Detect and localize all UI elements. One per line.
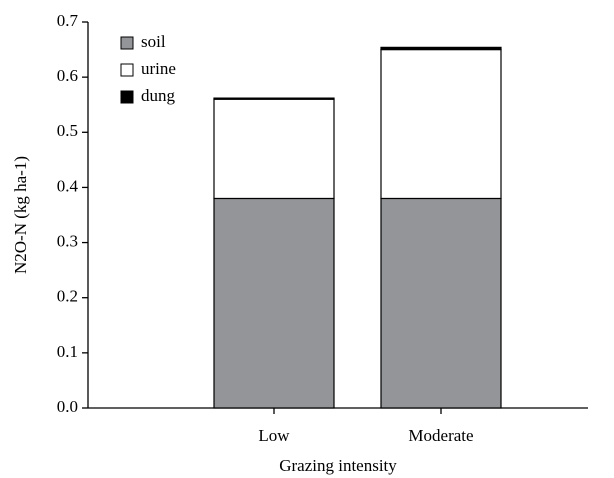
bar-segment: [213, 97, 335, 100]
y-tick-label: 0.2: [57, 287, 78, 306]
bar-segment: [380, 48, 502, 200]
y-tick-label: 0.7: [57, 11, 79, 30]
legend-label: soil: [141, 32, 166, 51]
y-tick-label: 0.6: [57, 66, 78, 85]
y-tick-label: 0.3: [57, 231, 78, 250]
legend-label: dung: [141, 86, 176, 105]
x-tick-label: Low: [258, 426, 290, 445]
bar-segment: [380, 197, 502, 409]
y-tick-label: 0.4: [57, 176, 79, 195]
legend-label: urine: [141, 59, 176, 78]
legend-swatch: [120, 90, 134, 104]
bar-segment: [213, 197, 335, 409]
x-axis-label: Grazing intensity: [279, 456, 397, 475]
y-tick-label: 0.5: [57, 121, 78, 140]
bar-segment: [213, 98, 335, 200]
bar-segment: [380, 46, 502, 51]
legend-swatch: [120, 63, 134, 77]
y-tick-label: 0.1: [57, 342, 78, 361]
y-tick-label: 0.0: [57, 397, 78, 416]
x-tick-label: Moderate: [408, 426, 473, 445]
y-axis-label: N2O-N (kg ha-1): [11, 156, 30, 274]
legend-swatch: [120, 36, 134, 50]
